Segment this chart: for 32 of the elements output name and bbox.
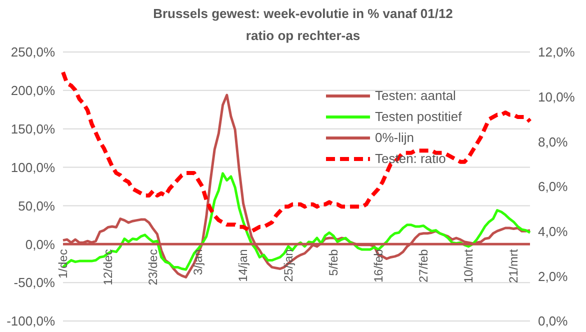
y2-tick-label: 10,0% — [538, 89, 576, 104]
y-tick-label: -100,0% — [6, 314, 56, 329]
y2-tick-label: 6,0% — [538, 179, 568, 194]
y-tick-label: -50,0% — [14, 275, 56, 290]
y-tick-label: 200,0% — [10, 83, 56, 98]
y2-tick-label: 2,0% — [538, 268, 568, 284]
legend-label: Testen: aantal — [375, 88, 456, 103]
y-tick-label: 150,0% — [10, 121, 56, 136]
y-tick-label: 0,0% — [25, 236, 56, 252]
y2-tick-label: 4,0% — [538, 224, 568, 239]
y2-tick-label: 0,0% — [538, 314, 568, 329]
x-tick-label: 16/feb — [371, 248, 386, 283]
x-tick-label: 1/dec — [56, 249, 70, 278]
x-tick-label: 10/mrt — [462, 248, 476, 284]
y2-tick-label: 8,0% — [538, 134, 568, 150]
y2-tick-label: 12,0% — [538, 44, 576, 60]
legend-label: 0%-lijn — [375, 130, 414, 145]
x-tick-label: 3/jan — [191, 249, 206, 276]
x-tick-label: 5/feb — [326, 248, 340, 276]
y-tick-label: 50,0% — [18, 198, 56, 214]
line-series — [61, 70, 532, 234]
x-tick-label: 14/jan — [236, 249, 250, 282]
legend-label: Testen postitief — [375, 109, 462, 124]
chart-subtitle: ratio op rechter-as — [246, 28, 360, 43]
x-tick-label: 21/mrt — [506, 248, 521, 284]
chart-title: Brussels gewest: week-evolutie in % vanaf 01/12 — [152, 5, 454, 23]
x-tick-label: 23/dec — [146, 249, 160, 286]
y-tick-label: 250,0% — [10, 44, 56, 60]
y-tick-label: 100,0% — [10, 160, 56, 175]
x-tick-label: 25/jan — [281, 249, 296, 282]
x-tick-label: 27/feb — [416, 248, 430, 283]
x-tick-label: 12/dec — [101, 249, 116, 286]
